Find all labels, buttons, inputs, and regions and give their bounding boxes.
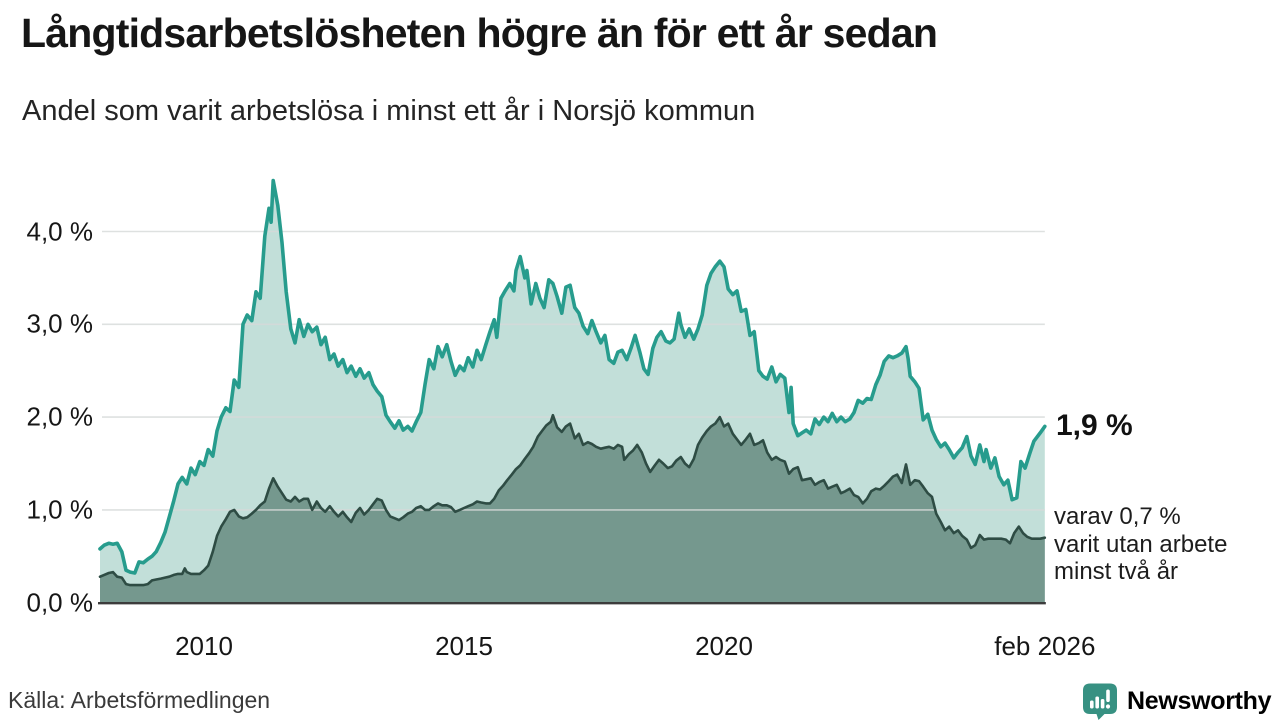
source-credit: Källa: Arbetsförmedlingen [8, 687, 271, 713]
x-tick-label-feb-2026: feb 2026 [994, 631, 1096, 661]
secondary-annotation: varav 0,7 % varit utan arbete minst två … [1054, 503, 1280, 586]
newsworthy-bubble-chart-icon [1083, 683, 1117, 720]
y-tick-label-2pct: 2,0 % [26, 401, 94, 432]
x-tick-label-2010: 2010 [175, 631, 233, 661]
y-tick-label-1pct: 1,0 % [26, 494, 94, 525]
line-two-year [98, 413, 1047, 587]
page-title: Långtidsarbetslösheten högre än för ett … [21, 10, 938, 56]
x-tick-label-2015: 2015 [435, 631, 493, 661]
y-tick-label-3pct: 3,0 % [26, 308, 94, 339]
x-axis-labels: 2010 2015 2020 feb 2026 [0, 631, 1280, 665]
brand-name: Newsworthy [1127, 687, 1272, 715]
line-one-year [98, 178, 1047, 575]
secondary-annotation-line: varit utan arbete [1054, 530, 1228, 558]
y-tick-label-4pct: 4,0 % [26, 216, 94, 246]
x-tick-label-2020: 2020 [695, 631, 753, 661]
y-axis-labels: 0,0 % 1,0 % 2,0 % 3,0 % 4,0 % [0, 0, 94, 720]
brand-logo: Newsworthy [1082, 683, 1272, 720]
chart-subtitle: Andel som varit arbetslösa i minst ett å… [22, 95, 756, 127]
y-tick-label-0pct: 0,0 % [26, 587, 94, 618]
secondary-annotation-line: varav 0,7 % [1054, 503, 1181, 530]
latest-value-annotation: 1,9 % [1056, 409, 1133, 442]
secondary-annotation-line: minst två år [1054, 558, 1179, 585]
